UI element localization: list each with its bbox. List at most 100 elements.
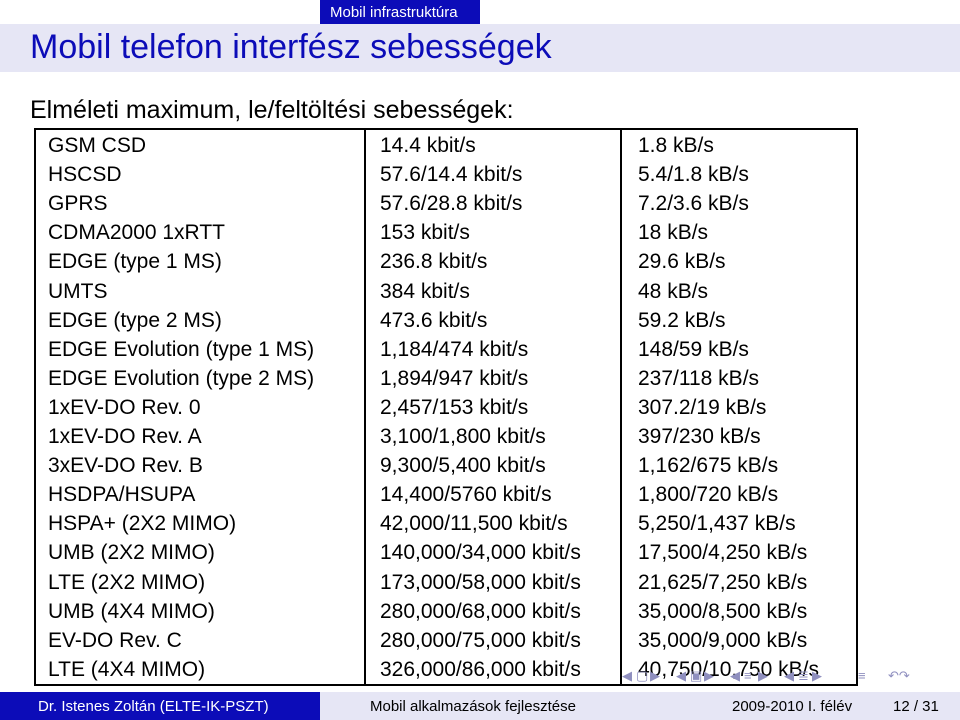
byterate-cell: 40,750/10,750 kB/s [638,657,819,681]
technology-cell: HSDPA/HSUPA [48,483,196,507]
bitrate-cell: 473.6 kbit/s [380,308,488,332]
bitrate-cell: 173,000/58,000 kbit/s [380,570,581,594]
table-row: GSM CSD 14.4 kbit/s 1.8 kB/s [36,131,856,160]
technology-cell: LTE (2X2 MIMO) [48,570,206,594]
nav-document-icon[interactable]: ≣ [798,668,809,683]
table-row: GPRS 57.6/28.8 kbit/s 7.2/3.6 kB/s [36,189,856,218]
byterate-cell: 5.4/1.8 kB/s [638,163,749,187]
section-title[interactable]: Mobil infrastruktúra [330,4,458,21]
nav-menu-icon[interactable]: ≡ [858,668,866,683]
nav-section-icon[interactable]: ≡ [744,668,752,683]
byterate-cell: 48 kB/s [638,279,709,303]
technology-cell: EDGE Evolution (type 1 MS) [48,337,315,361]
bitrate-cell: 1,894/947 kbit/s [380,366,529,390]
bitrate-cell: 153 kbit/s [380,221,470,245]
technology-cell: HSCSD [48,163,122,187]
table-row: LTE (4X4 MIMO) 326,000/86,000 kbit/s 40,75… [36,655,856,684]
bitrate-cell: 1,184/474 kbit/s [380,337,529,361]
technology-cell: LTE (4X4 MIMO) [48,657,206,681]
nav-right-icon[interactable]: ▶ [704,668,714,683]
bitrate-cell: 3,100/1,800 kbit/s [380,425,546,448]
nav-left-icon[interactable]: ◀ [676,668,686,683]
technology-cell: UMB (2X2 MIMO) [48,541,215,565]
title-bar [0,24,960,72]
bitrate-cell: 2,457/153 kbit/s [380,395,529,419]
column-separator [620,130,622,684]
byterate-cell: 397/230 kB/s [638,425,761,448]
footer-course-box [320,692,640,720]
technology-cell: 3xEV-DO Rev. B [48,454,203,478]
nav-right-icon[interactable]: ▶ [758,668,768,683]
byterate-cell: 1,800/720 kB/s [638,483,779,507]
header-section-box[interactable] [320,0,480,24]
byterate-cell: 18 kB/s [638,221,709,245]
nav-left-icon[interactable]: ◀ [730,668,740,683]
slide-subtitle: Elméleti maximum, le/feltöltési sebesség… [30,96,514,124]
technology-cell: CDMA2000 1xRTT [48,221,226,245]
technology-cell: UMTS [48,279,108,303]
footer-author-box [0,692,320,720]
nav-right-icon[interactable]: ▶ [650,668,660,683]
bitrate-cell: 384 kbit/s [380,279,470,303]
footer-author: Dr. Istenes Zoltán (ELTE-IK-PSZT) [38,698,269,715]
nav-right-icon[interactable]: ▶ [812,668,822,683]
byterate-cell: 148/59 kB/s [638,337,749,361]
nav-left-icon[interactable]: ◀ [622,668,632,683]
table-row: HSPA+ (2X2 MIMO) 42,000/11,500 kbit/s 5,25… [36,509,856,538]
bitrate-cell: 280,000/68,000 kbit/s [380,599,581,623]
technology-cell: EV-DO Rev. C [48,628,182,652]
byterate-cell: 59.2 kB/s [638,308,726,332]
technology-cell: HSPA+ (2X2 MIMO) [48,512,237,536]
bitrate-cell: 236.8 kbit/s [380,250,488,274]
byterate-cell: 1.8 kB/s [638,134,714,157]
header-bar [0,0,960,24]
table-row: HSCSD 57.6/14.4 kbit/s 5.4/1.8 kB/s [36,160,856,189]
byterate-cell: 5,250/1,437 kB/s [638,512,796,536]
byterate-cell: 29.6 kB/s [638,250,726,274]
table-row: EDGE Evolution (type 2 MS) 1,894/947 kbit… [36,364,856,393]
table-row: UMB (2X2 MIMO) 140,000/34,000 kbit/s 17,50… [36,538,856,567]
technology-cell: UMB (4X4 MIMO) [48,599,215,623]
byterate-cell: 17,500/4,250 kB/s [638,541,808,565]
technology-cell: EDGE (type 2 MS) [48,308,222,332]
table-row: 3xEV-DO Rev. B 9,300/5,400 kbit/s 1,162/67… [36,451,856,480]
table-row: CDMA2000 1xRTT 153 kbit/s 18 kB/s [36,218,856,247]
table-row: UMB (4X4 MIMO) 280,000/68,000 kbit/s 35,00… [36,597,856,626]
bitrate-cell: 280,000/75,000 kbit/s [380,628,581,652]
technology-cell: EDGE Evolution (type 2 MS) [48,366,315,390]
table-row: UMTS 384 kbit/s 48 kB/s [36,277,856,306]
slide-title: Mobil telefon interfész sebességek [30,28,552,66]
beamer-nav: ◀ ▢ ▶ ◀ ▣ ▶ ◀ ≡ ▶ ◀ ≣ ▶ ≡ ↶↷ [622,668,958,684]
bitrate-cell: 326,000/86,000 kbit/s [380,657,581,681]
header-left [0,0,320,24]
technology-cell: 1xEV-DO Rev. 0 [48,395,201,419]
bitrate-cell: 14,400/5760 kbit/s [380,483,552,507]
bitrate-cell: 9,300/5,400 kbit/s [380,454,546,478]
technology-cell: GPRS [48,192,108,216]
byterate-cell: 35,000/9,000 kB/s [638,628,808,652]
footer-page-number: 12 / 31 [893,698,939,715]
table-row: EDGE Evolution (type 1 MS) 1,184/474 kbit… [36,335,856,364]
footer-term-box [640,692,960,720]
table-row: 1xEV-DO Rev. 0 2,457/153 kbit/s 307.2/19 k… [36,393,856,422]
byterate-cell: 7.2/3.6 kB/s [638,192,749,216]
technology-cell: 1xEV-DO Rev. A [48,425,202,448]
nav-subsection-icon[interactable]: ▣ [690,668,703,683]
table-row: HSDPA/HSUPA 14,400/5760 kbit/s 1,800/720 k… [36,480,856,509]
column-separator [364,130,366,684]
speed-table: GSM CSD 14.4 kbit/s 1.8 kB/s HSCSD 57.6/14.4… [34,128,858,686]
bitrate-cell: 14.4 kbit/s [380,134,476,157]
table-row: EDGE (type 1 MS) 236.8 kbit/s 29.6 kB/s [36,247,856,276]
nav-frame-icon[interactable]: ▢ [636,668,649,683]
byterate-cell: 21,625/7,250 kB/s [638,570,808,594]
byterate-cell: 307.2/19 kB/s [638,395,767,419]
nav-left-icon[interactable]: ◀ [784,668,794,683]
bitrate-cell: 57.6/14.4 kbit/s [380,163,523,187]
technology-cell: EDGE (type 1 MS) [48,250,222,274]
bitrate-cell: 42,000/11,500 kbit/s [380,512,568,536]
byterate-cell: 35,000/8,500 kB/s [638,599,808,623]
byterate-cell: 237/118 kB/s [638,366,760,390]
nav-search-icon[interactable]: ↶↷ [888,668,910,683]
footer-bar: Dr. Istenes Zoltán (ELTE-IK-PSZT) Mobil … [0,692,960,720]
table-row: EV-DO Rev. C 280,000/75,000 kbit/s 35,000/… [36,626,856,655]
